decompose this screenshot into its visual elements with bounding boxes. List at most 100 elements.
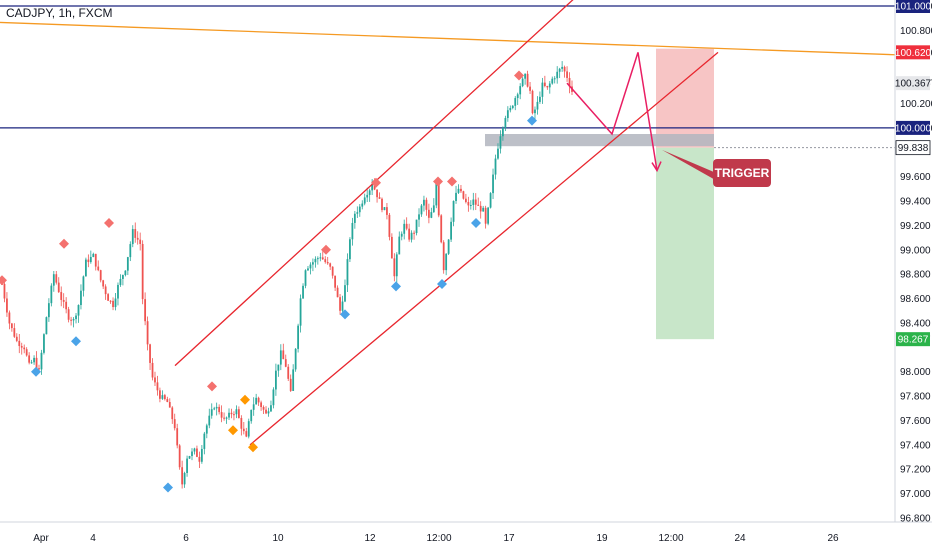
y-tick-label: 99.200 [900,221,931,232]
candle-body [336,287,339,298]
y-tick-label: 100.800 [900,26,932,37]
candle-body [94,253,97,267]
candle-body [215,406,218,409]
candle-body [316,258,319,260]
price-tag-bg [896,0,930,13]
candle-body [122,275,124,279]
y-tick-label: 96.800 [900,514,931,525]
candle-body [393,258,396,277]
candle-body [319,257,322,259]
candle-body [511,105,514,109]
candle-body [539,96,541,102]
candle-body [159,390,161,399]
candle-body [568,77,571,87]
candle-body [551,78,554,84]
candle-body [353,213,356,223]
candle-body [23,347,26,350]
price-tag-bg [896,120,930,135]
candle-body [80,290,82,306]
orange-low-marker [248,442,258,453]
candle-body [321,257,324,260]
candle-body [531,90,534,114]
candle-body [502,127,504,137]
candle-body [477,204,480,206]
candle-body [386,207,388,215]
candle-body [526,73,529,87]
candle-body [40,352,43,370]
candle-body [220,412,223,418]
candle-body [556,71,559,79]
trigger-pointer [662,149,720,183]
candle-body [297,325,300,349]
price-tag-bg [895,140,931,156]
candle-body [84,259,87,277]
y-tick-label: 98.600 [900,294,931,305]
candle-body [339,297,341,311]
candle-body [109,300,112,302]
trigger-label: TRIGGER [715,166,770,180]
candle-body [235,409,238,415]
candle-body [50,285,53,304]
candle-body [15,336,18,341]
candle-body [474,199,477,205]
projection-polyline [566,52,658,171]
candle-body [89,256,92,263]
candle-body [99,270,102,281]
candle-body [205,425,208,434]
candle-body [460,188,462,192]
candle-body [452,200,455,222]
x-tick-label: 17 [503,533,515,544]
candle-body [484,207,487,224]
candle-body [149,344,151,363]
candle-body [250,409,253,422]
candle-body [447,239,450,254]
candle-body [183,472,186,485]
resistance-line [0,21,896,56]
candle-body [178,445,181,468]
candle-body [324,259,327,263]
candlestick-series [1,61,573,489]
candle-body [92,253,95,257]
candle-body [279,350,282,365]
candle-body [67,309,70,320]
candle-body [55,274,58,283]
candle-body [395,254,398,277]
candle-body [255,397,258,405]
x-tick-label: 4 [90,533,96,544]
candle-body [186,458,188,473]
candle-body [516,94,519,99]
price-tag-label: 100.367 [895,79,932,90]
candle-body [349,239,351,260]
candle-body [521,78,524,87]
pivot-high-marker [207,381,217,392]
x-tick-label: 12:00 [426,533,451,544]
candle-body [30,362,33,364]
candle-body [548,83,551,88]
candle-body [499,136,502,149]
candle-body [136,237,139,240]
candle-body [388,214,391,237]
candle-body [20,346,23,348]
x-tick-label: 12 [364,533,376,544]
candle-body [381,198,383,211]
candle-body [358,206,361,213]
candle-body [117,284,119,299]
candle-body [200,448,203,462]
pivot-low-marker [163,482,173,493]
candle-body [176,428,179,446]
candle-body [166,399,169,403]
candle-body [541,82,544,97]
pivot-high-marker [104,217,114,228]
candle-body [230,412,233,415]
candle-body [146,321,149,345]
horizontal-levels [0,5,896,149]
candle-body [430,212,433,218]
candle-body [294,348,297,370]
candle-body [529,86,531,91]
candle-body [156,382,159,391]
candle-body [504,118,507,128]
pivot-high-marker [59,238,69,249]
pivot-low-marker [471,217,481,228]
pivot-low-marker [527,115,537,126]
